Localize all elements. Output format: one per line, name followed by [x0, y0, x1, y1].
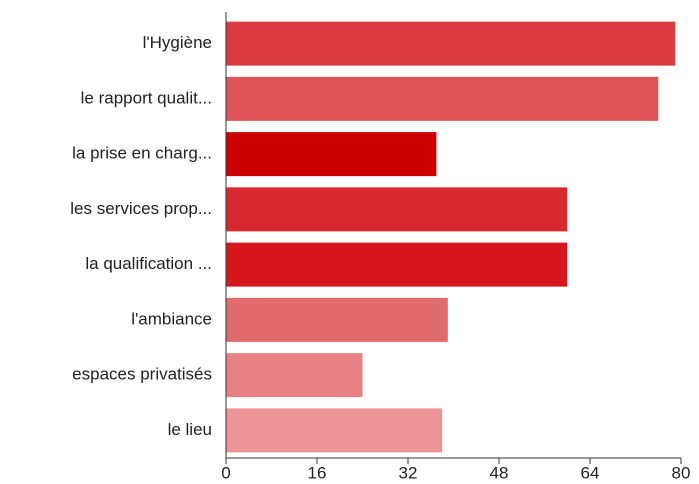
y-tick-label: le lieu	[168, 420, 212, 439]
bar	[226, 76, 659, 121]
x-tick-label: 64	[581, 463, 600, 482]
y-tick-label: l'ambiance	[131, 309, 212, 328]
y-tick-label: l'Hygiène	[143, 33, 212, 52]
bar	[226, 242, 568, 287]
y-tick-label: les services prop...	[70, 199, 212, 218]
x-tick-label: 80	[672, 463, 691, 482]
bar	[226, 408, 443, 453]
x-tick-label: 48	[490, 463, 509, 482]
bar	[226, 187, 568, 232]
bar	[226, 297, 448, 342]
x-tick-label: 16	[308, 463, 327, 482]
x-tick-label: 32	[399, 463, 418, 482]
y-tick-label: la prise en charg...	[72, 144, 212, 163]
bar	[226, 132, 437, 177]
y-tick-label: la qualification ...	[85, 254, 212, 273]
bar	[226, 353, 363, 398]
bar	[226, 21, 676, 66]
x-tick-label: 0	[221, 463, 230, 482]
y-tick-label: espaces privatisés	[72, 365, 212, 384]
y-tick-label: le rapport qualit...	[81, 88, 212, 107]
